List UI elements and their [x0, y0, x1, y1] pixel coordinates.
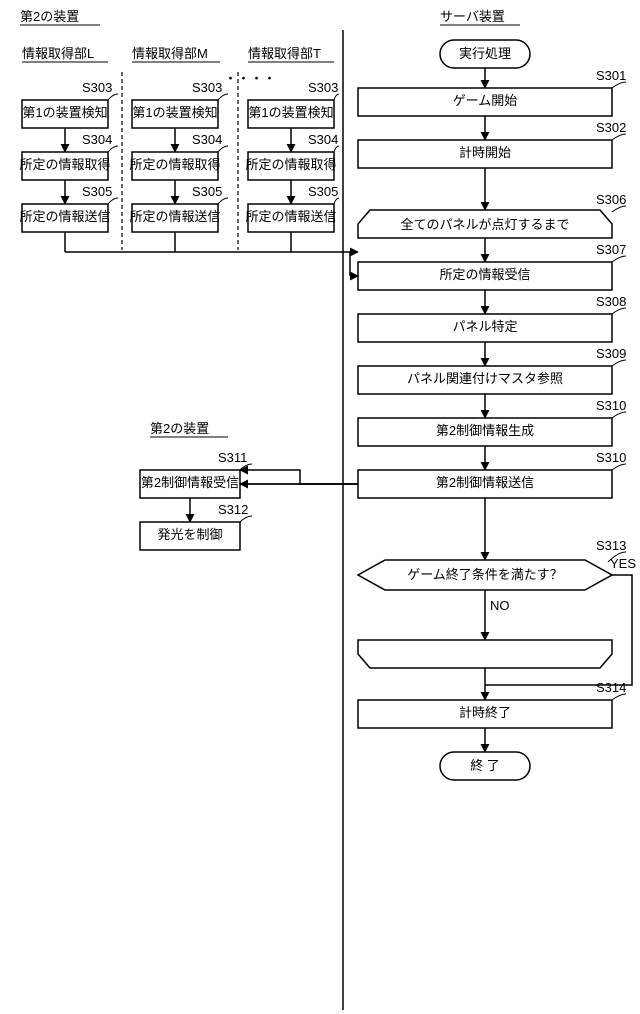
s309-id: S309	[596, 346, 626, 361]
svg-text:S305: S305	[192, 184, 222, 199]
svg-text:第1の装置検知: 第1の装置検知	[248, 105, 333, 120]
group-M: 第1の装置検知 S303 所定の情報取得 S304 所定の情報送信 S305	[129, 80, 228, 232]
svg-text:第1の装置検知: 第1の装置検知	[132, 105, 217, 120]
s306-id: S306	[596, 192, 626, 207]
server-end-label: 終 了	[470, 758, 500, 773]
svg-text:所定の情報取得: 所定の情報取得	[245, 157, 336, 172]
svg-text:S304: S304	[308, 132, 338, 147]
dots: ・・・・	[224, 71, 276, 86]
server-loop-end	[358, 640, 612, 668]
s310a-id: S310	[596, 398, 626, 413]
svg-text:第1の装置検知: 第1の装置検知	[22, 105, 107, 120]
s314-id: S314	[596, 680, 626, 695]
svg-text:所定の情報送信: 所定の情報送信	[245, 209, 336, 224]
s307-id: S307	[596, 242, 626, 257]
s311-id: S311	[218, 450, 247, 465]
title-device2-lower: 第2の装置	[150, 421, 209, 436]
svg-text:S304: S304	[82, 132, 112, 147]
svg-text:S303: S303	[308, 80, 338, 95]
svg-text:S303: S303	[82, 80, 112, 95]
svg-text:所定の情報取得: 所定の情報取得	[19, 157, 110, 172]
s309-text: パネル関連付けマスタ参照	[407, 371, 563, 386]
s310b-id: S310	[596, 450, 626, 465]
s310a-text: 第2制御情報生成	[436, 423, 534, 438]
svg-text:所定の情報送信: 所定の情報送信	[129, 209, 220, 224]
svg-text:S304: S304	[192, 132, 222, 147]
s314-text: 計時終了	[459, 705, 511, 720]
title-partL: 情報取得部L	[22, 46, 94, 61]
group-T: 第1の装置検知 S303 所定の情報取得 S304 所定の情報送信 S305	[245, 80, 339, 232]
s313-id: S313	[596, 538, 626, 553]
title-partT: 情報取得部T	[248, 46, 321, 61]
title-partM: 情報取得部M	[132, 46, 208, 61]
s308-id: S308	[596, 294, 626, 309]
svg-text:S305: S305	[82, 184, 112, 199]
s307-text: 所定の情報受信	[439, 267, 530, 282]
title-server: サーバ装置	[440, 9, 505, 24]
s313-no: NO	[490, 598, 510, 613]
s308-text: パネル特定	[452, 319, 517, 334]
s306-text: 全てのパネルが点灯するまで	[400, 217, 569, 232]
server-exec-label: 実行処理	[459, 46, 511, 61]
s313-yes: YES	[610, 556, 636, 571]
s313-text: ゲーム終了条件を満たす？	[407, 567, 563, 582]
s302-text: 計時開始	[459, 145, 511, 160]
group-L: 第1の装置検知 S303 所定の情報取得 S304 所定の情報送信 S305	[19, 80, 118, 232]
svg-text:所定の情報送信: 所定の情報送信	[19, 209, 110, 224]
svg-text:S303: S303	[192, 80, 222, 95]
s312-id: S312	[218, 502, 248, 517]
s312-text: 発光を制御	[157, 527, 222, 542]
title-device2: 第2の装置	[20, 9, 79, 24]
s301-id: S301	[596, 68, 626, 83]
s311-text: 第2制御情報受信	[141, 475, 239, 490]
s302-id: S302	[596, 120, 626, 135]
svg-text:所定の情報取得: 所定の情報取得	[129, 157, 220, 172]
s301-text: ゲーム開始	[453, 93, 518, 108]
s310b-text: 第2制御情報送信	[436, 475, 534, 490]
svg-text:S305: S305	[308, 184, 338, 199]
